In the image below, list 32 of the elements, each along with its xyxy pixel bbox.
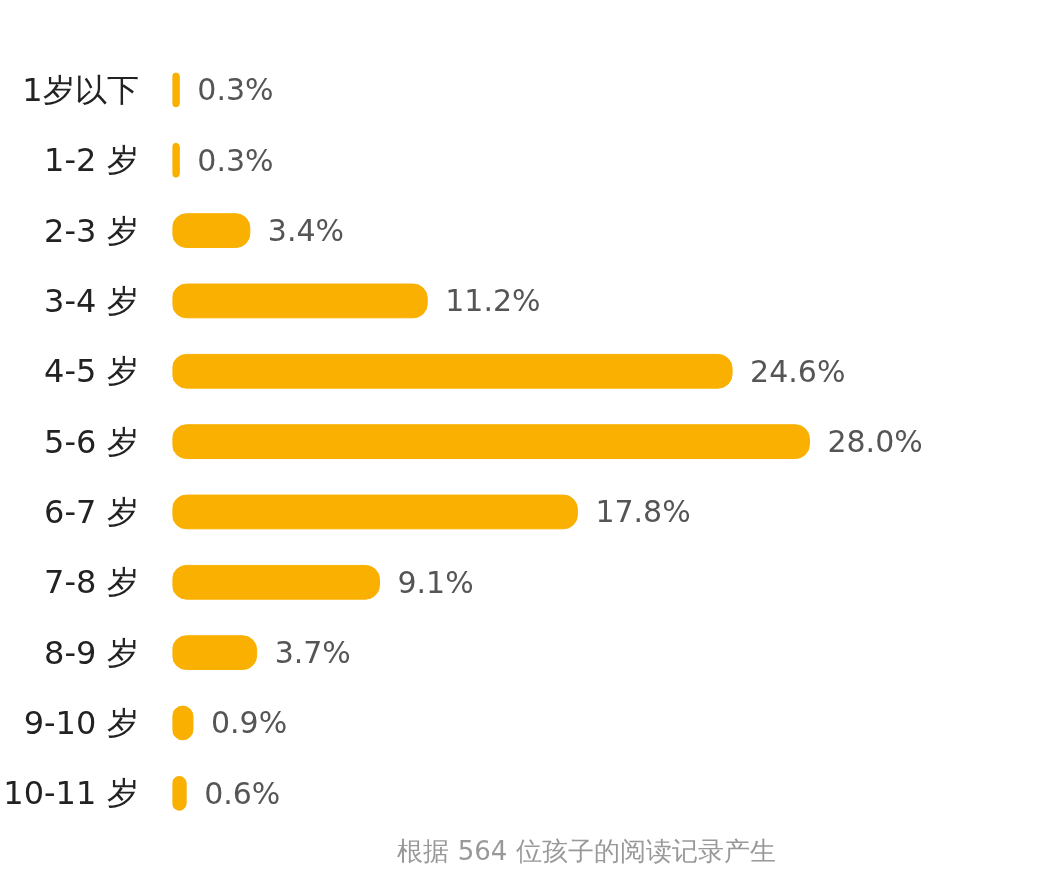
bar [172, 72, 180, 108]
data-label: 9.1% [397, 564, 474, 600]
bar [172, 564, 380, 600]
data-label: 11.2% [445, 283, 541, 319]
bar [172, 353, 733, 389]
y-tick-label: 10-11 岁 [3, 774, 139, 813]
y-tick-label: 9-10 岁 [23, 703, 139, 742]
data-label: 17.8% [595, 494, 691, 530]
data-label: 0.6% [204, 775, 281, 811]
bar [172, 424, 810, 459]
y-tick-label: 2-3 岁 [44, 211, 139, 250]
bar [172, 635, 258, 671]
y-tick-label: 3-4 岁 [44, 281, 139, 320]
text: 根据 564 位孩子的阅读记录产生 [397, 835, 776, 866]
bar [172, 283, 428, 319]
y-tick-label: 8-9 岁 [44, 633, 139, 672]
data-label: 0.9% [210, 705, 288, 741]
y-tick-label: 7-8 岁 [44, 563, 139, 602]
bar [172, 213, 251, 248]
data-label: 28.0% [827, 424, 923, 460]
y-tick-label: 1-2 岁 [44, 141, 139, 180]
y-tick-label: 4-5 岁 [44, 352, 139, 391]
data-label: 0.3% [197, 72, 274, 108]
data-label: 3.7% [274, 635, 351, 671]
data-label: 0.3% [197, 142, 274, 178]
data-label: 3.4% [267, 213, 345, 249]
data-label: 24.6% [750, 353, 846, 389]
bar [172, 494, 578, 530]
bar [172, 142, 180, 178]
y-tick-label: 5-6 岁 [44, 422, 139, 461]
y-tick-label: 6-7 岁 [44, 492, 139, 531]
y-tick-label: 1岁以下 [22, 70, 139, 109]
